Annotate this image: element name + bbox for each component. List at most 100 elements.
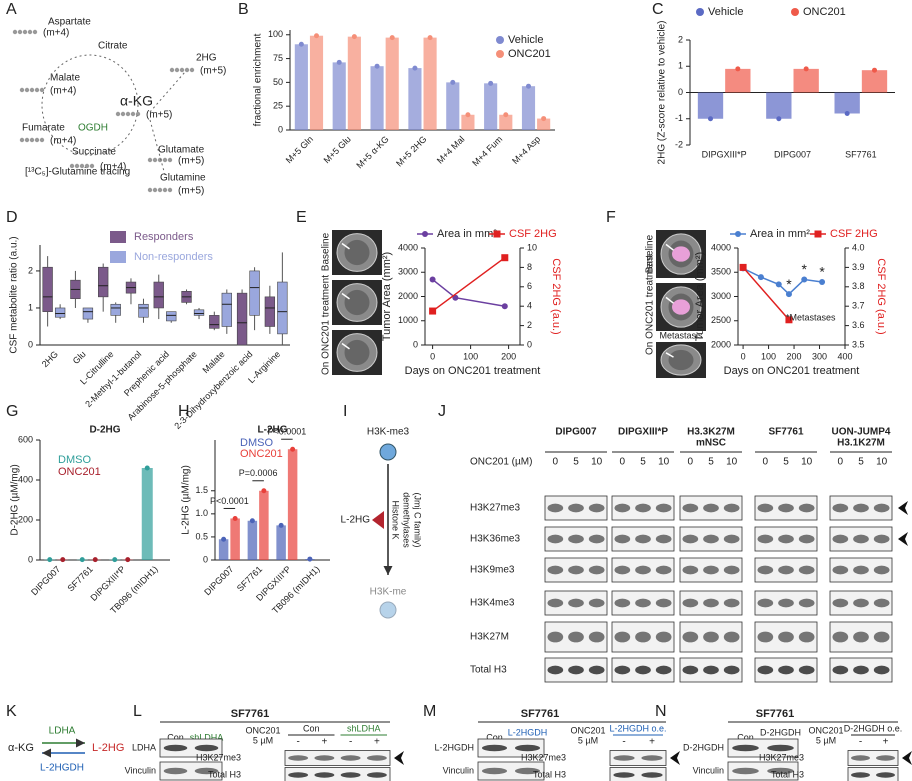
carbon-dot <box>19 137 25 143</box>
brain-detail <box>344 239 370 266</box>
legend-marker <box>735 231 741 237</box>
tick-label: 0.5 <box>195 531 208 541</box>
band <box>613 772 635 778</box>
box <box>166 311 177 322</box>
x-tick-label: SF7761 <box>845 149 877 159</box>
row-label: L-2HGDH <box>434 742 474 752</box>
arrow <box>665 352 674 358</box>
bar-dot <box>278 522 284 528</box>
tick-label: 2 <box>28 265 33 275</box>
tick-label: 10 <box>527 242 537 252</box>
point <box>801 276 808 283</box>
arrow <box>341 242 350 250</box>
bar <box>461 114 475 130</box>
cell-line: mNSC <box>696 438 726 449</box>
isotopologue: (m+5) <box>146 110 172 121</box>
carbon-dot <box>152 187 158 193</box>
band <box>588 665 605 675</box>
tick-label: 0 <box>430 351 435 361</box>
metabolite: Glutamine <box>160 173 206 184</box>
bar <box>499 114 513 130</box>
carbon-dot <box>174 67 180 73</box>
band <box>853 631 869 643</box>
point <box>785 316 793 324</box>
band <box>703 631 719 643</box>
dose: 5 <box>640 457 646 468</box>
bar <box>294 44 308 130</box>
band <box>340 772 361 778</box>
carbon-dot <box>157 157 163 163</box>
carbon-dot <box>29 137 35 143</box>
enzyme-label: demethylases <box>402 492 412 548</box>
x-tick-label: DIPGXIII*P <box>702 149 747 159</box>
point <box>739 263 747 271</box>
treatment: ONC201 <box>808 725 843 735</box>
bar-dot <box>450 79 456 85</box>
band <box>873 565 890 575</box>
bar <box>247 520 258 560</box>
isotopologue: (m+4) <box>50 136 76 147</box>
image-label: On ONC201 treatment <box>645 255 656 355</box>
legend-marker <box>496 36 504 44</box>
isotopologue: (m+5) <box>178 186 204 197</box>
bar-dot <box>60 557 66 563</box>
band <box>832 565 849 575</box>
label: H3K-me3 <box>367 427 410 438</box>
legend-label: CSF 2HG <box>509 228 557 240</box>
tick-label: 3.7 <box>852 301 865 311</box>
isotopologue: (m+4) <box>100 162 126 173</box>
metabolite: Malate <box>50 73 80 84</box>
band <box>682 565 699 575</box>
carbon-dot <box>34 137 40 143</box>
carbon-dot <box>169 67 175 73</box>
band <box>767 744 794 752</box>
band <box>635 534 651 544</box>
band <box>288 772 309 778</box>
panel-label: N <box>655 703 667 720</box>
carbon-dot <box>22 29 28 35</box>
band <box>641 772 663 778</box>
dose: 10 <box>876 457 888 468</box>
bar-dot <box>261 488 267 494</box>
row-label: H3K27me3 <box>470 503 520 514</box>
tick-label: 50 <box>273 77 283 87</box>
band <box>614 665 631 675</box>
carbon-dot <box>29 87 35 93</box>
carbon-dot <box>147 157 153 163</box>
band <box>547 598 564 608</box>
treatment: 5 µM <box>816 735 836 745</box>
metabolite: α-KG <box>120 93 153 109</box>
isotopologue: (m+4) <box>43 28 69 39</box>
lane-label: Con <box>737 732 754 742</box>
dose: 0 <box>688 457 694 468</box>
band <box>703 565 719 575</box>
band <box>568 665 584 675</box>
enzyme-label: Histone K <box>391 500 401 539</box>
sign: + <box>883 737 889 748</box>
blot <box>477 738 545 758</box>
treatment: ONC201 <box>570 725 605 735</box>
blot <box>847 750 899 766</box>
tick-label: 8 <box>527 262 532 272</box>
enzyme-label: (Jmj C family) <box>413 493 423 548</box>
legend-marker <box>493 230 501 238</box>
lane-label: L-2HGDH <box>508 727 548 737</box>
cell-line: SF7761 <box>768 427 803 438</box>
band <box>682 665 699 675</box>
legend-label: Responders <box>134 231 194 243</box>
bar-dot <box>803 66 809 72</box>
x-tick-label: M+4 Mal <box>435 134 467 166</box>
bar-dot <box>844 111 850 116</box>
isotopologue: (m+4) <box>50 86 76 97</box>
band <box>655 631 672 643</box>
band <box>655 665 672 675</box>
band <box>682 503 699 513</box>
arrow <box>665 296 674 304</box>
y-axis-label: CSF metabolite ratio (a.u.) <box>9 236 20 353</box>
band <box>588 534 605 544</box>
panel-label: E <box>296 209 307 226</box>
group-label: L-2HGDH o.e. <box>609 723 666 733</box>
band <box>732 744 759 752</box>
tick-label: 4000 <box>711 242 731 252</box>
tick-label: 1.5 <box>195 485 208 495</box>
